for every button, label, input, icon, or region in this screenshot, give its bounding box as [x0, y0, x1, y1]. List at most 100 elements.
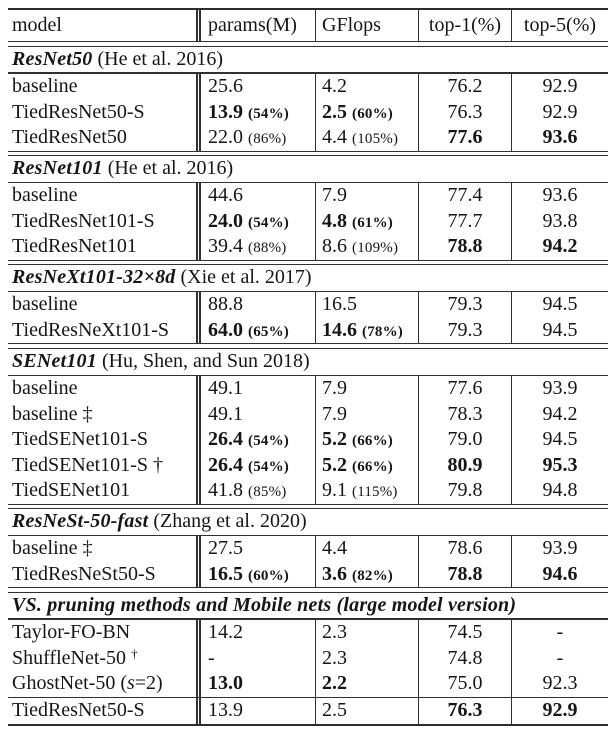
params-cell-value: 13.9	[208, 100, 243, 123]
gflops-cell-pct: (66%)	[352, 458, 393, 475]
params-cell: 44.6	[201, 183, 316, 209]
model-label: baseline	[12, 184, 78, 207]
model-label: =2)	[134, 672, 163, 695]
gflops-cell-pct: (82%)	[352, 567, 393, 584]
gflops-cell-value: 7.9	[322, 402, 347, 425]
model-sup: †	[131, 645, 138, 661]
model-label: TiedResNet101-S	[12, 209, 155, 232]
model-label: baseline	[12, 377, 78, 400]
gflops-cell-pct: (109%)	[352, 240, 399, 257]
top1-cell: 77.7	[419, 208, 512, 235]
params-cell-value: 49.1	[208, 402, 243, 425]
top5-cell-value: 93.6	[542, 184, 578, 207]
top1-cell-value: 78.6	[447, 537, 483, 560]
params-cell: 41.8 (85%)	[201, 478, 316, 504]
model-label: baseline ‡	[12, 537, 93, 560]
section-divider-rule	[8, 259, 608, 266]
table-row: baseline 25.6 4.2 76.2 92.9	[8, 74, 608, 100]
table-row: baseline 49.1 7.9 77.6 93.9	[8, 376, 608, 402]
params-cell: 27.5	[201, 536, 316, 562]
gflops-cell-value: 4.8	[322, 209, 347, 232]
table-row: TiedResNet101-S 24.0 (54%) 4.8 (61%) 77.7 93.8	[8, 208, 608, 235]
table-row: baseline ‡ 49.1 7.9 78.3 94.2	[8, 401, 608, 428]
model-label: TiedSENet101	[12, 479, 131, 502]
model-label: TiedSENet101-S †	[12, 453, 163, 476]
gflops-cell-pct: (61%)	[352, 214, 393, 231]
model-cell: Taylor-FO-BN	[8, 620, 201, 646]
section-citation: (He et al. 2016)	[92, 47, 223, 70]
model-label: Taylor-FO-BN	[12, 621, 131, 644]
top5-cell: 93.8	[512, 209, 608, 235]
top5-cell-value: -	[556, 646, 564, 669]
top5-cell-value: 93.9	[542, 377, 578, 400]
top1-cell: 77.4	[419, 183, 512, 209]
params-cell-value: 27.5	[208, 537, 243, 560]
params-cell-pct: (54%)	[248, 458, 289, 475]
gflops-cell-value: 9.1	[322, 479, 347, 502]
top1-cell: 76.3	[419, 99, 512, 126]
gflops-cell-value: 7.9	[322, 184, 347, 207]
table-body: ResNet50 (He et al. 2016) baseline 25.6 4.2…	[8, 47, 608, 724]
top1-cell-value: 79.3	[447, 318, 483, 341]
header-bottom-rule	[8, 41, 608, 47]
top1-cell: 78.6	[419, 536, 512, 562]
model-cell: baseline	[8, 74, 201, 100]
params-cell-value: 25.6	[208, 75, 243, 98]
params-cell: 13.0	[201, 671, 316, 697]
gflops-cell: 4.8 (61%)	[316, 208, 419, 235]
params-cell-value: 88.8	[208, 293, 243, 316]
table-row: baseline ‡ 27.5 4.4 78.6 93.9	[8, 536, 608, 562]
top5-cell-value: 94.2	[542, 402, 578, 425]
top1-cell: 74.5	[419, 620, 512, 646]
top1-cell-value: 79.3	[447, 293, 483, 316]
top5-cell: -	[512, 646, 608, 672]
section-header-rule	[8, 181, 608, 184]
gflops-cell: 5.2 (66%)	[316, 427, 419, 453]
top5-cell: 95.3	[512, 453, 608, 479]
params-cell-value: 49.1	[208, 377, 243, 400]
top5-cell: 93.9	[512, 536, 608, 562]
section-header-rule	[8, 534, 608, 537]
section-header: ResNeXt101-32×8d (Xie et al. 2017)	[8, 265, 608, 291]
table-bottom-rule	[8, 723, 608, 726]
section-citation: (He et al. 2016)	[102, 157, 234, 180]
params-cell: 88.8	[201, 292, 316, 318]
gflops-cell-value: 16.5	[322, 293, 357, 316]
model-label: TiedResNet50-S	[12, 100, 145, 123]
gflops-cell: 2.5 (60%)	[316, 99, 419, 126]
params-cell: 26.4 (54%)	[201, 452, 316, 479]
col-header-top5: top-5(%)	[523, 14, 597, 37]
gflops-cell-value: 5.2	[322, 428, 347, 451]
col-header-gflops: GFlops	[316, 10, 419, 42]
top5-cell-value: 94.2	[542, 235, 578, 258]
section-header-rule	[8, 72, 608, 75]
table-row: TiedSENet101-S 26.4 (54%) 5.2 (66%) 79.0 94.5	[8, 427, 608, 453]
top5-cell-value: 94.5	[542, 428, 578, 451]
model-label: TiedResNeSt50-S	[12, 562, 156, 585]
section-citation: (Zhang et al. 2020)	[148, 510, 307, 533]
section-header-rule	[8, 290, 608, 293]
top1-cell-value: 76.2	[447, 75, 483, 98]
top5-cell: 92.3	[512, 671, 608, 697]
top1-cell-value: 77.6	[447, 126, 483, 149]
section-title: ResNeSt-50-fast	[12, 510, 149, 533]
gflops-cell-value: 2.5	[322, 699, 347, 722]
model-label: TiedResNet101	[12, 235, 137, 258]
top5-cell-value: 92.9	[542, 100, 578, 123]
params-cell-value: 24.0	[208, 209, 243, 232]
model-cell: baseline	[8, 292, 201, 318]
params-cell: -	[201, 645, 316, 672]
top1-cell: 78.3	[419, 401, 512, 428]
gflops-cell-pct: (66%)	[352, 433, 393, 450]
section-divider-rule	[8, 503, 608, 510]
model-cell: TiedResNeSt50-S	[8, 561, 201, 588]
top1-cell-value: 74.5	[447, 621, 483, 644]
top5-cell-value: 93.8	[542, 209, 578, 232]
section-citation: (Xie et al. 2017)	[175, 266, 312, 289]
gflops-cell-value: 14.6	[322, 318, 357, 341]
gflops-cell-pct: (105%)	[352, 131, 399, 148]
model-label: TiedResNet50	[12, 126, 127, 149]
params-cell: 13.9	[201, 698, 316, 724]
top5-cell: 94.5	[512, 292, 608, 318]
model-label: TiedResNet50-S	[12, 699, 145, 722]
